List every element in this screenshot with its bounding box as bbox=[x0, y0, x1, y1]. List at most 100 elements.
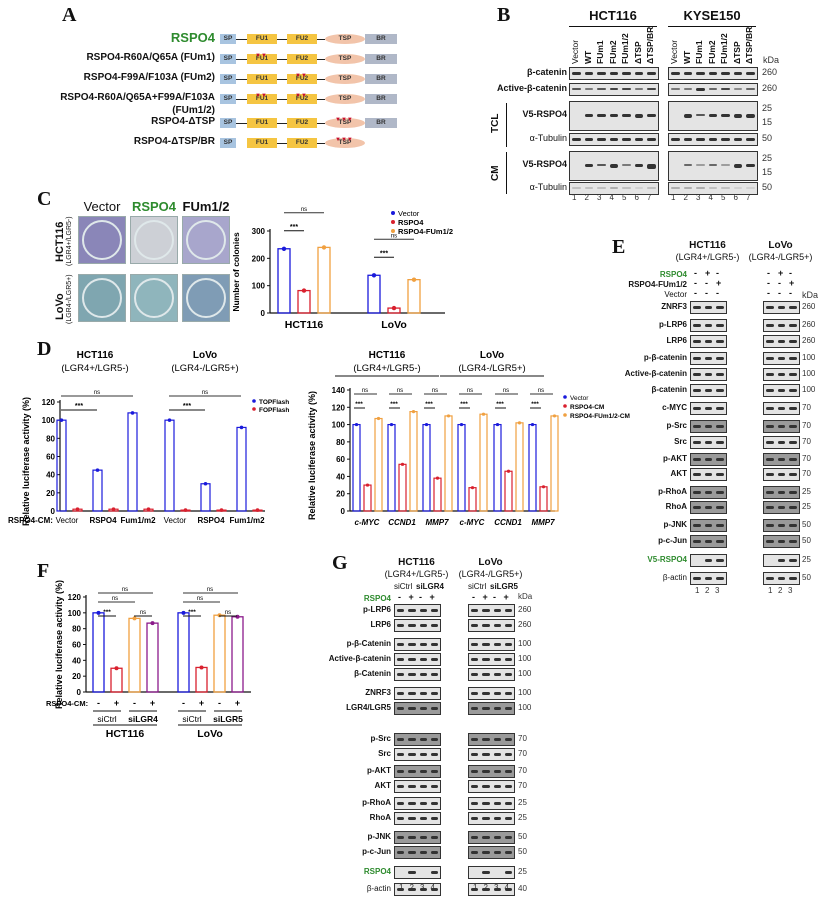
data-point bbox=[199, 665, 204, 670]
domain-fu2: FU2 bbox=[287, 34, 317, 44]
kda-marker: 50 bbox=[802, 536, 811, 545]
lane-label: ΔTSP/BR bbox=[744, 26, 754, 64]
group-title: LoVo bbox=[480, 350, 504, 361]
condition-sign: + bbox=[705, 268, 711, 278]
protein-band bbox=[584, 87, 594, 90]
blot-image bbox=[468, 748, 515, 761]
data-point bbox=[424, 422, 429, 427]
y-tick-label: 120 bbox=[68, 593, 82, 602]
protein-band bbox=[704, 388, 713, 392]
protein-band bbox=[482, 672, 490, 676]
bar bbox=[177, 612, 190, 693]
blot-row-label: α-Tubulin bbox=[529, 181, 567, 192]
domain-fu2: FU2 bbox=[287, 118, 317, 128]
group-subtitle: (LGR4-/LGR5+) bbox=[171, 363, 238, 374]
domain-fu1: FU1 bbox=[247, 138, 277, 148]
construct-name: RSPO4-ΔTSP bbox=[151, 116, 215, 127]
protein-band bbox=[504, 769, 512, 773]
data-point bbox=[75, 507, 80, 511]
lane-number: 3 bbox=[420, 883, 425, 892]
blot-row-label: p-JNK bbox=[663, 520, 687, 529]
kda-marker: 25 bbox=[762, 103, 773, 113]
linker-line bbox=[317, 59, 325, 60]
protein-band bbox=[609, 114, 619, 117]
legend-marker-icon bbox=[391, 229, 395, 233]
legend-label: Vector bbox=[398, 209, 420, 218]
data-point bbox=[132, 616, 137, 621]
blot-image bbox=[763, 501, 800, 514]
domain-br: BR bbox=[365, 94, 397, 104]
lane-number: 3 bbox=[788, 586, 793, 595]
protein-band bbox=[704, 440, 713, 444]
legend-marker-icon bbox=[563, 404, 567, 408]
sirna-label: siCtrl bbox=[182, 714, 201, 724]
protein-band bbox=[693, 472, 701, 476]
blot-image bbox=[394, 866, 441, 879]
protein-band bbox=[419, 737, 427, 741]
bar bbox=[493, 423, 502, 512]
protein-band bbox=[408, 657, 416, 661]
protein-band bbox=[671, 87, 680, 90]
protein-band bbox=[716, 424, 724, 428]
protein-band bbox=[504, 887, 512, 891]
cell-line-subtitle: (LGR4-/LGR5+) bbox=[458, 569, 523, 579]
blot-image bbox=[569, 133, 659, 146]
lane-number: 6 bbox=[733, 193, 738, 202]
group-subtitle: (LGR4+/LGR5-) bbox=[61, 363, 128, 374]
significance-label: *** bbox=[460, 401, 468, 408]
protein-band bbox=[482, 657, 490, 661]
linker-line bbox=[236, 59, 247, 60]
protein-band bbox=[777, 472, 786, 476]
treatment-sign: + bbox=[482, 592, 488, 602]
blot-image bbox=[690, 572, 727, 585]
protein-band bbox=[482, 706, 490, 710]
protein-band bbox=[716, 490, 724, 494]
protein-band bbox=[471, 850, 479, 854]
protein-band bbox=[419, 850, 427, 854]
linker-line bbox=[317, 39, 325, 40]
protein-band bbox=[419, 642, 427, 646]
protein-band bbox=[584, 114, 594, 117]
protein-band bbox=[419, 623, 427, 627]
y-axis-label: Relative luciferase activity (%) bbox=[54, 580, 64, 709]
protein-band bbox=[766, 388, 774, 392]
construct-row: RSPO4-F99A/F103A (FUm2) SP FU1 FU2 ▼▼ TSP BR bbox=[0, 72, 410, 86]
x-prefix-label: RSPO4-CM: bbox=[8, 516, 53, 525]
kda-marker: 70 bbox=[802, 437, 811, 446]
protein-band bbox=[493, 769, 501, 773]
cell-line-title: HCT116 bbox=[398, 557, 435, 568]
linker-line bbox=[317, 143, 325, 144]
construct-row: RSPO4-ΔTSP/BR SP FU1 FU2 TSP ▼▼▼ bbox=[0, 136, 410, 150]
linker-line bbox=[317, 79, 325, 80]
condition-sign: - bbox=[716, 268, 719, 278]
lane-label: FUm1 bbox=[595, 40, 605, 64]
protein-band bbox=[482, 870, 490, 874]
kda-marker: 260 bbox=[518, 605, 532, 614]
lane-number: 4 bbox=[609, 193, 614, 202]
domain-tsp: TSP bbox=[325, 54, 365, 64]
y-tick-label: 120 bbox=[42, 398, 56, 407]
protein-band bbox=[721, 137, 730, 141]
protein-band bbox=[647, 87, 656, 91]
protein-band bbox=[584, 71, 594, 75]
lane-number: 2 bbox=[705, 586, 710, 595]
protein-band bbox=[647, 71, 656, 75]
significance-label: ns bbox=[301, 207, 307, 213]
data-point bbox=[255, 508, 260, 512]
blot-image bbox=[394, 765, 441, 778]
protein-band bbox=[504, 691, 512, 695]
colony-plate-image bbox=[78, 274, 126, 322]
mutation-marker-icon: ▼▼ bbox=[295, 73, 307, 79]
blot-image bbox=[763, 535, 800, 548]
protein-band bbox=[397, 706, 405, 710]
lane-number: 1 bbox=[572, 193, 577, 202]
lane-number: 7 bbox=[746, 193, 751, 202]
lane-number: 3 bbox=[494, 883, 499, 892]
blot-image bbox=[763, 384, 800, 397]
y-tick-label: 20 bbox=[46, 489, 55, 498]
group-bracket bbox=[506, 152, 507, 194]
blot-image bbox=[690, 420, 727, 433]
panel-label-g: G bbox=[332, 552, 348, 574]
protein-band bbox=[597, 87, 606, 90]
protein-band bbox=[696, 137, 705, 141]
